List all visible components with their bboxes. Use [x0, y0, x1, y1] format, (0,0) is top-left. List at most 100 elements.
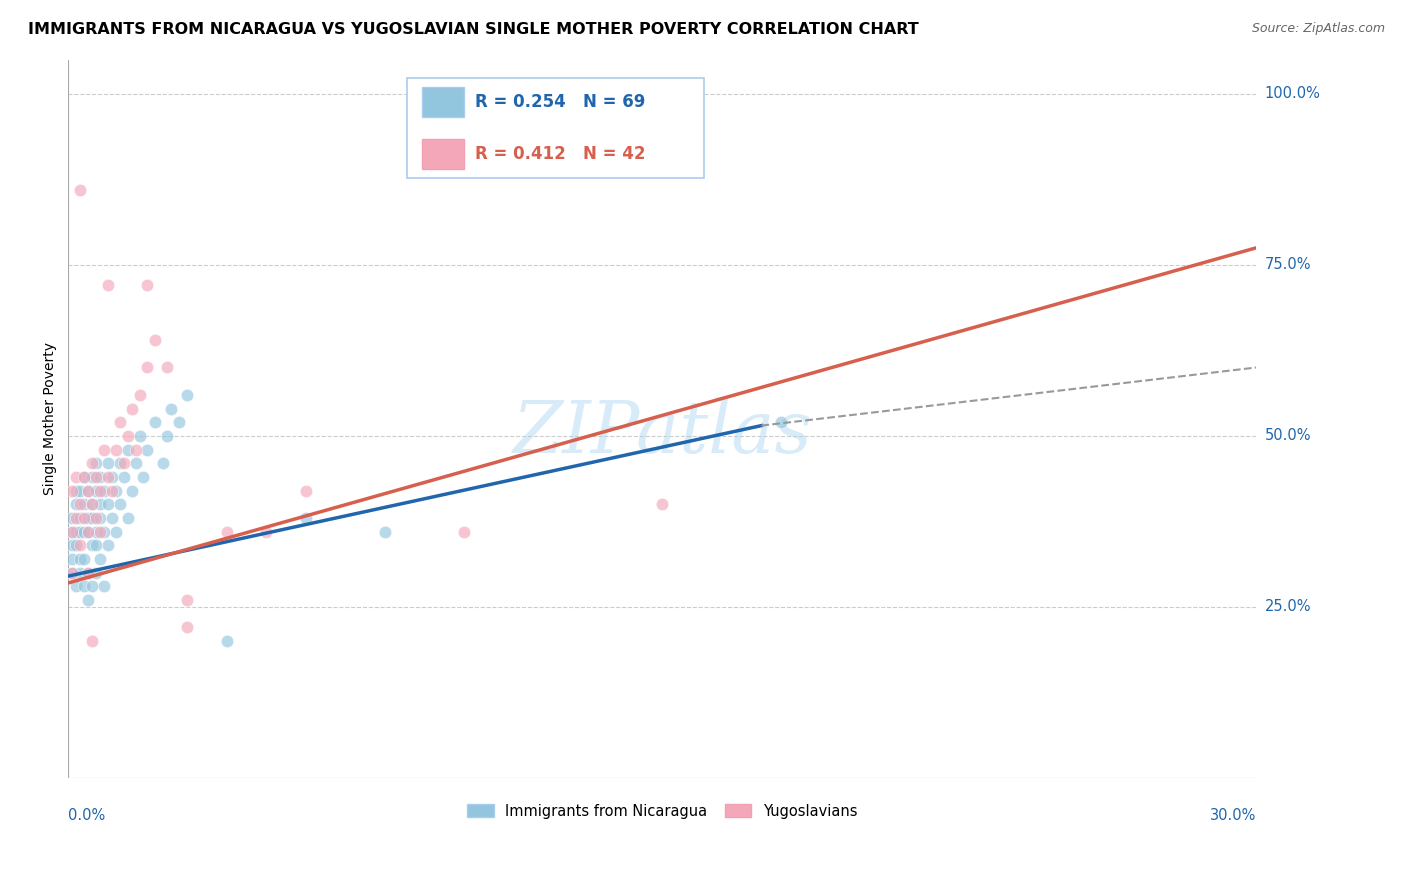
- Point: [60, 483, 83, 498]
- Point: [60, 566, 83, 580]
- FancyBboxPatch shape: [406, 78, 704, 178]
- Point: [84, 524, 107, 539]
- Point: [160, 401, 183, 416]
- Point: [132, 470, 155, 484]
- Point: [295, 511, 318, 525]
- Legend: Immigrants from Nicaragua, Yugoslavians: Immigrants from Nicaragua, Yugoslavians: [461, 797, 863, 824]
- Text: R = 0.254   N = 69: R = 0.254 N = 69: [475, 93, 645, 111]
- Point: [77, 566, 100, 580]
- Point: [295, 483, 318, 498]
- Point: [93, 442, 115, 457]
- Point: [97, 470, 120, 484]
- Point: [65, 511, 87, 525]
- Point: [93, 483, 115, 498]
- Point: [770, 415, 793, 429]
- Point: [77, 593, 100, 607]
- Point: [124, 442, 146, 457]
- Point: [60, 524, 83, 539]
- Point: [254, 524, 277, 539]
- Text: ZIPatlas: ZIPatlas: [513, 398, 813, 468]
- Point: [69, 566, 91, 580]
- Point: [60, 552, 83, 566]
- Point: [215, 524, 238, 539]
- Text: R = 0.412   N = 42: R = 0.412 N = 42: [475, 145, 645, 162]
- Point: [69, 524, 91, 539]
- Point: [176, 620, 198, 634]
- Point: [156, 360, 179, 375]
- Text: 75.0%: 75.0%: [1265, 257, 1312, 272]
- Point: [93, 579, 115, 593]
- Bar: [422, 138, 464, 169]
- Point: [69, 552, 91, 566]
- Point: [108, 497, 131, 511]
- Point: [73, 579, 96, 593]
- Point: [121, 483, 143, 498]
- Point: [84, 456, 107, 470]
- Point: [89, 524, 111, 539]
- Point: [80, 497, 103, 511]
- Text: 0.0%: 0.0%: [69, 808, 105, 823]
- Point: [77, 524, 100, 539]
- Point: [73, 511, 96, 525]
- Point: [84, 538, 107, 552]
- Point: [69, 483, 91, 498]
- Point: [73, 524, 96, 539]
- Point: [60, 524, 83, 539]
- Point: [77, 483, 100, 498]
- Text: 25.0%: 25.0%: [1265, 599, 1312, 615]
- Point: [65, 538, 87, 552]
- Point: [60, 538, 83, 552]
- Point: [104, 483, 127, 498]
- Text: 100.0%: 100.0%: [1265, 87, 1320, 102]
- Point: [108, 456, 131, 470]
- Point: [108, 415, 131, 429]
- Point: [69, 183, 91, 197]
- Point: [97, 278, 120, 293]
- Point: [167, 415, 190, 429]
- Bar: [422, 87, 464, 117]
- Point: [77, 566, 100, 580]
- Point: [84, 511, 107, 525]
- Point: [89, 552, 111, 566]
- Point: [65, 470, 87, 484]
- Point: [89, 511, 111, 525]
- Point: [145, 333, 167, 347]
- Text: 50.0%: 50.0%: [1265, 428, 1312, 443]
- Point: [84, 470, 107, 484]
- Point: [117, 429, 139, 443]
- Point: [128, 388, 150, 402]
- Point: [93, 524, 115, 539]
- Point: [69, 538, 91, 552]
- Point: [77, 511, 100, 525]
- Point: [104, 442, 127, 457]
- Y-axis label: Single Mother Poverty: Single Mother Poverty: [44, 343, 58, 495]
- Point: [101, 470, 124, 484]
- Point: [69, 511, 91, 525]
- Point: [104, 524, 127, 539]
- Point: [112, 470, 135, 484]
- Point: [80, 456, 103, 470]
- Text: IMMIGRANTS FROM NICARAGUA VS YUGOSLAVIAN SINGLE MOTHER POVERTY CORRELATION CHART: IMMIGRANTS FROM NICARAGUA VS YUGOSLAVIAN…: [28, 22, 920, 37]
- Point: [89, 483, 111, 498]
- Point: [117, 442, 139, 457]
- Point: [97, 497, 120, 511]
- Point: [60, 511, 83, 525]
- Text: 30.0%: 30.0%: [1211, 808, 1257, 823]
- Point: [89, 497, 111, 511]
- Point: [80, 511, 103, 525]
- Point: [136, 360, 159, 375]
- Point: [89, 470, 111, 484]
- Point: [176, 593, 198, 607]
- Point: [73, 552, 96, 566]
- Point: [73, 470, 96, 484]
- Point: [65, 497, 87, 511]
- Point: [156, 429, 179, 443]
- Point: [453, 524, 475, 539]
- Point: [80, 634, 103, 648]
- Point: [73, 470, 96, 484]
- Point: [65, 483, 87, 498]
- Point: [152, 456, 174, 470]
- Point: [374, 524, 396, 539]
- Point: [60, 566, 83, 580]
- Point: [145, 415, 167, 429]
